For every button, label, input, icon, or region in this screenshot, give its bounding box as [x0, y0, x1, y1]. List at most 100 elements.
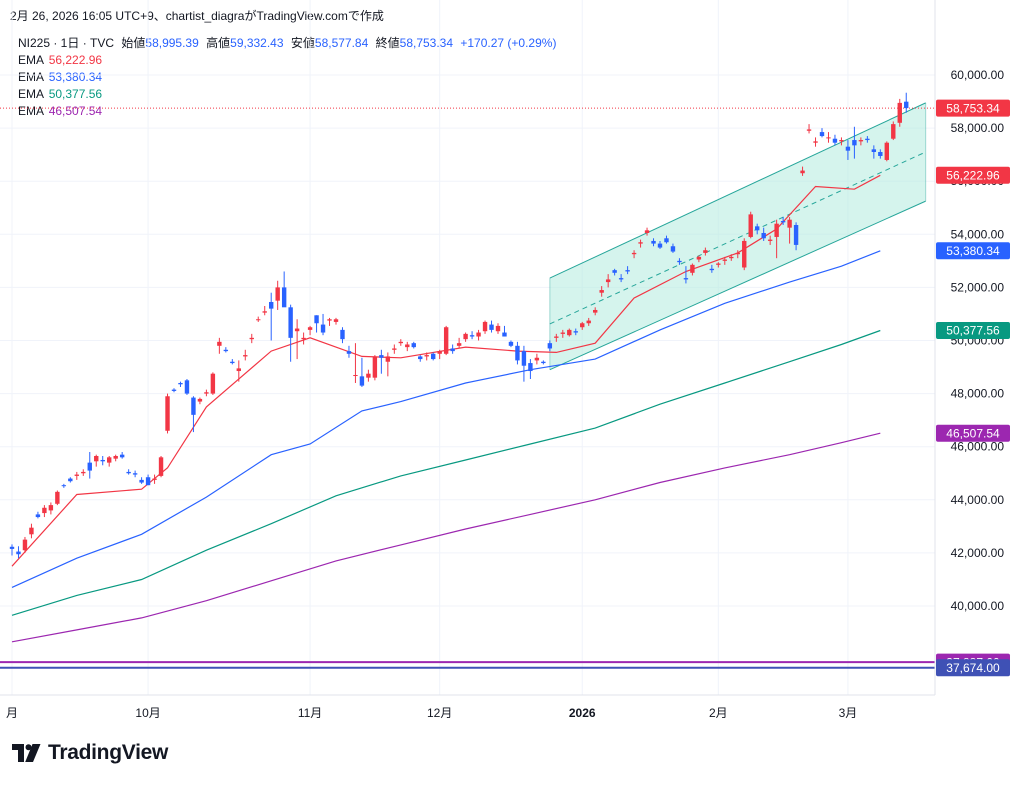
candle-body	[165, 396, 170, 431]
candle-body	[443, 327, 449, 354]
ema-row-1[interactable]: EMA 56,222.96	[18, 52, 556, 69]
candle-body	[197, 398, 203, 402]
candle-body	[800, 170, 805, 174]
candle-body	[281, 287, 287, 308]
ema-row-4[interactable]: EMA 46,507.54	[18, 103, 556, 120]
candle-body	[858, 140, 864, 142]
candle-body	[68, 478, 73, 482]
candle-body	[269, 302, 274, 309]
candle-body	[119, 454, 125, 458]
horizontal-lines[interactable]	[0, 107, 935, 669]
candle-body	[631, 252, 637, 255]
change-value: +170.27 (+0.29%)	[460, 36, 557, 50]
ema-line	[11, 432, 881, 643]
candle-body	[813, 141, 818, 143]
candle-body	[184, 380, 190, 394]
candle-body	[22, 539, 28, 551]
time-tick-label: 2月	[709, 706, 728, 720]
price-tag-label: 58,753.34	[946, 101, 1000, 115]
candle-body	[469, 335, 475, 337]
candle-body	[346, 351, 352, 354]
ema-label: EMA	[18, 87, 44, 101]
time-tick-label: 3月	[839, 706, 858, 720]
candle-body	[767, 239, 773, 241]
candle-body	[729, 256, 734, 259]
candle-body	[755, 226, 760, 231]
candle-body	[139, 479, 144, 483]
symbol-label[interactable]: NI225 · 1日 · TVC	[18, 36, 115, 50]
candle-body	[748, 214, 753, 237]
candle-body	[845, 146, 851, 151]
candle-body	[761, 232, 766, 239]
candle-body	[852, 140, 857, 146]
time-axis[interactable]: 月 10月 11月 12月 2026 2月 3月	[6, 706, 857, 720]
price-tag	[936, 659, 1010, 677]
candle-body	[307, 327, 313, 330]
candle-body	[411, 343, 416, 348]
candle-body	[651, 240, 656, 244]
candle-body	[534, 357, 540, 361]
candle-body	[236, 368, 241, 372]
candle-body	[716, 263, 721, 265]
candle-body	[223, 349, 229, 352]
candle-body	[521, 351, 527, 366]
candle-body	[554, 336, 559, 338]
ema-value: 53,380.34	[48, 70, 103, 84]
candle-body	[437, 351, 442, 354]
time-tick-label: 10月	[135, 706, 160, 720]
candle-body	[314, 315, 319, 324]
candle-body	[353, 375, 358, 377]
candle-body	[204, 392, 209, 394]
price-tick-label: 44,000.00	[951, 493, 1005, 507]
high-value: 59,332.43	[230, 36, 284, 50]
ema-line	[11, 250, 881, 588]
candle-body	[722, 259, 727, 261]
ema-row-3[interactable]: EMA 50,377.56	[18, 86, 556, 103]
candle-body	[709, 268, 715, 271]
candle-body	[132, 473, 138, 475]
candle-body	[573, 331, 578, 333]
candle-body	[638, 242, 643, 244]
ema-label: EMA	[18, 104, 44, 118]
candle-body	[528, 363, 533, 372]
candle-body	[35, 514, 41, 518]
ema-value: 46,507.54	[48, 104, 103, 118]
ema-row-2[interactable]: EMA 53,380.34	[18, 69, 556, 86]
candle-body	[495, 325, 501, 332]
candle-body	[418, 356, 423, 360]
candle-body	[463, 333, 468, 340]
candle-body	[9, 546, 15, 549]
candle-body	[230, 361, 235, 364]
ema-label: EMA	[18, 70, 44, 84]
candle-body	[664, 238, 669, 243]
candle-body	[826, 137, 831, 139]
candle-body	[567, 329, 572, 336]
candle-body	[288, 307, 293, 338]
price-tag-label: 53,380.34	[946, 244, 1000, 258]
price-axis[interactable]: 40,000.00 42,000.00 44,000.00 46,000.00 48,0…	[951, 68, 1005, 613]
open-label: 始値	[121, 36, 146, 50]
channel-lower-line	[549, 200, 926, 371]
candle-body	[87, 462, 92, 471]
candle-body	[605, 279, 611, 283]
candle-body	[243, 355, 248, 357]
candle-body	[431, 353, 436, 360]
chart-caption: 2月 26, 2026 16:05 UTC+9、chartist_diagraが…	[10, 9, 384, 23]
parallel-channel[interactable]	[549, 102, 927, 371]
time-tick-label: 12月	[427, 706, 452, 720]
candle-body	[178, 382, 183, 385]
price-tag-label: 50,377.56	[946, 324, 1000, 338]
channel-fill	[549, 102, 926, 370]
candle-body	[48, 505, 54, 511]
price-tick-label: 58,000.00	[951, 121, 1005, 135]
candle-body	[158, 457, 164, 476]
tradingview-logo[interactable]: TradingView	[12, 741, 168, 765]
candle-body	[210, 373, 216, 394]
candle-body	[593, 309, 598, 313]
candle-body	[560, 332, 565, 334]
candle-body	[113, 455, 118, 459]
candle-body	[405, 344, 410, 348]
candle-body	[839, 140, 844, 142]
candle-body	[294, 328, 300, 332]
